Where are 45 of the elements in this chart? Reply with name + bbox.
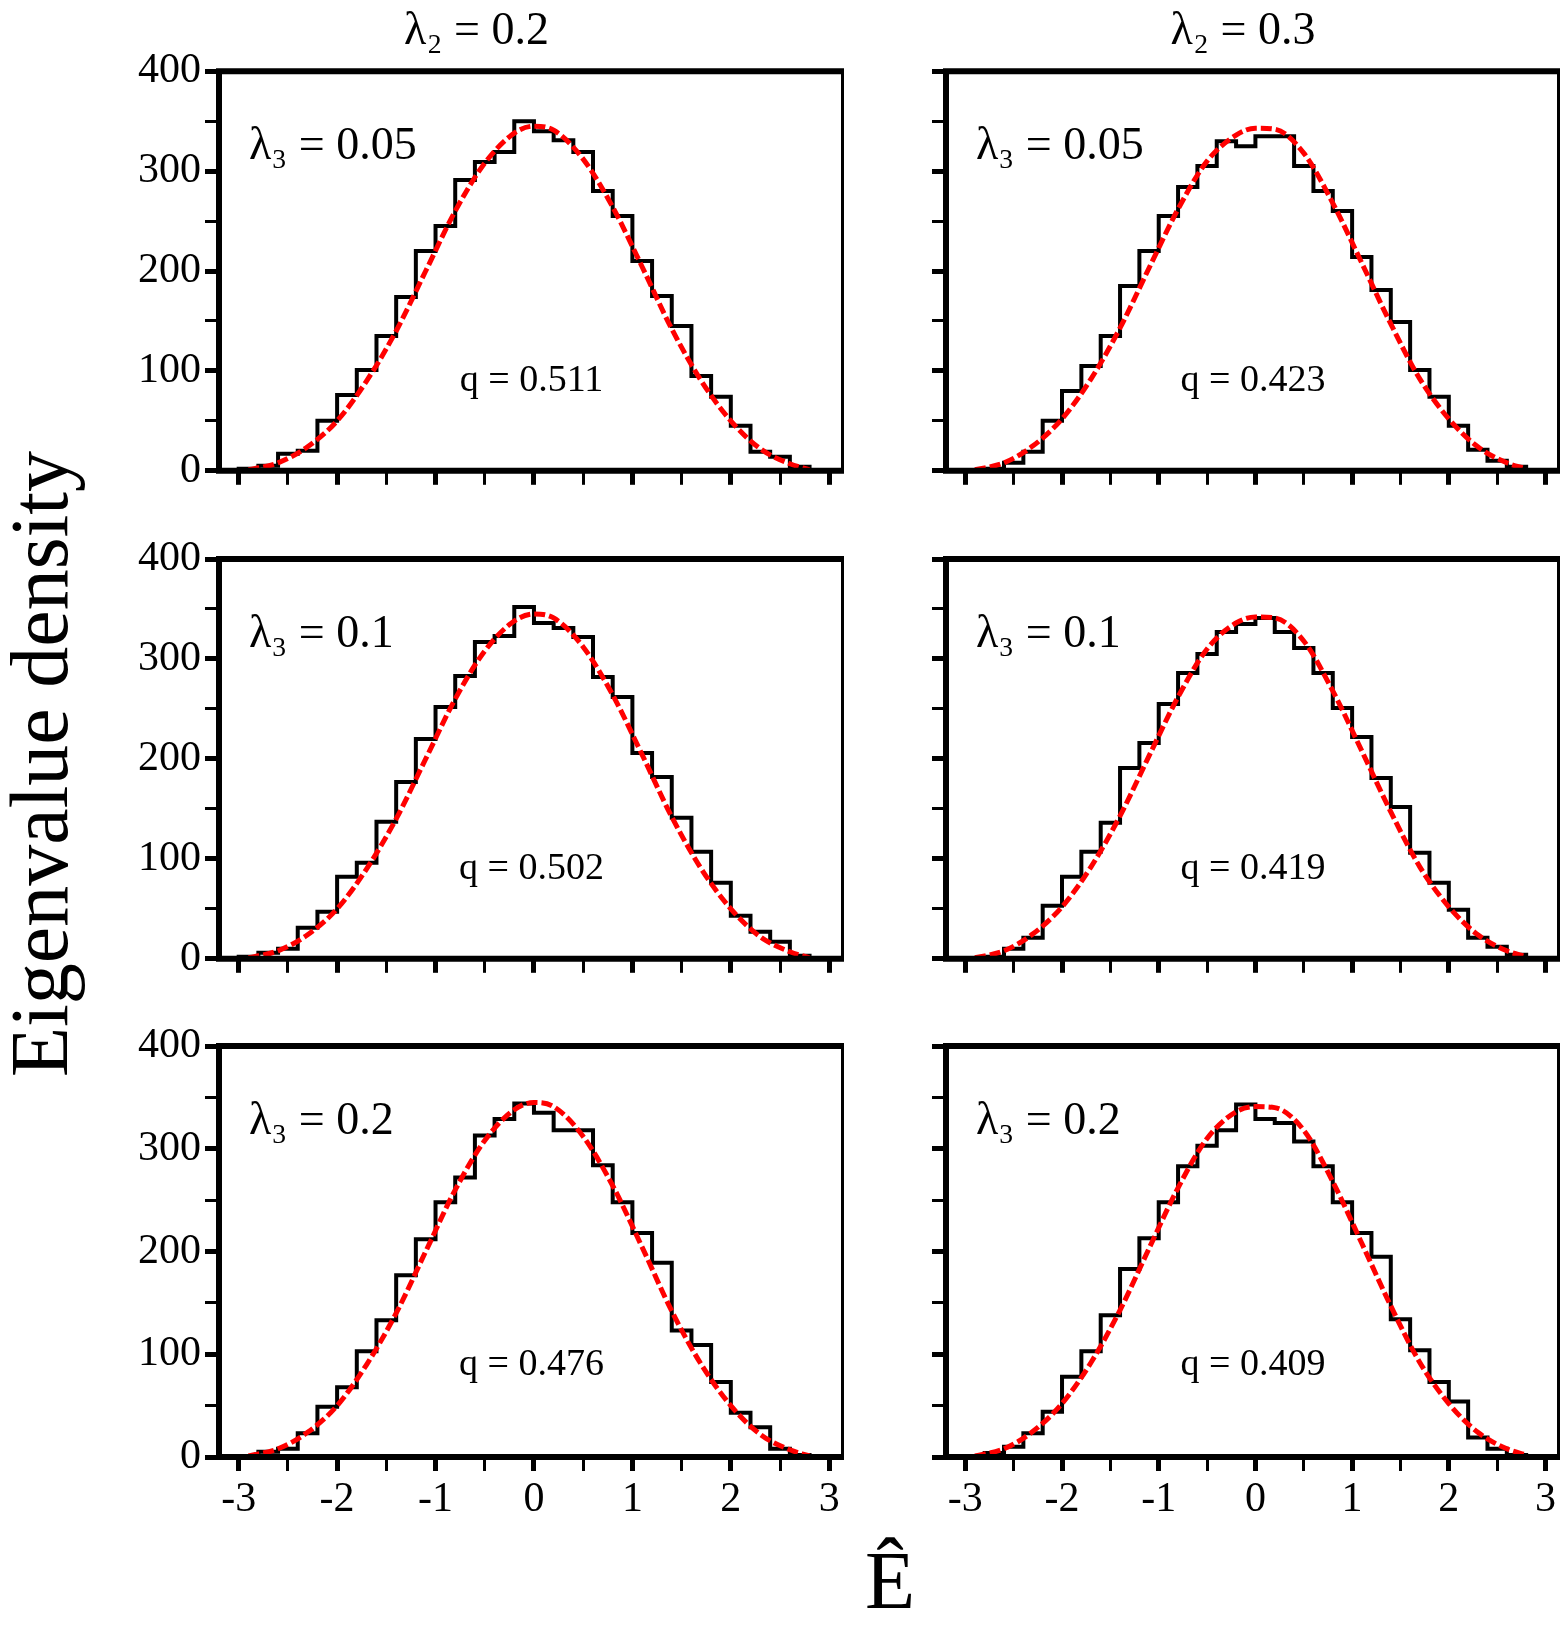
x-tick-label: 2 — [1438, 1474, 1460, 1521]
x-tick-label: 0 — [523, 1474, 545, 1521]
annotation: λ₃ = 0.05 — [976, 118, 1144, 170]
x-tick-label: 3 — [1535, 1474, 1556, 1521]
chart-title: λ₂ = 0.2 — [404, 2, 549, 54]
annotation: λ₃ = 0.2 — [249, 1093, 394, 1144]
annotation: q = 0.476 — [459, 1340, 604, 1383]
annotation: λ₃ = 0.1 — [249, 606, 394, 657]
y-tick-label: 200 — [138, 1225, 201, 1272]
x-tick-label: -3 — [221, 1474, 257, 1521]
y-tick-label: 400 — [138, 45, 201, 92]
x-tick-label: -2 — [1044, 1474, 1080, 1521]
x-tick-label: -1 — [418, 1474, 454, 1521]
x-tick-label: 1 — [621, 1474, 643, 1521]
annotation: λ₃ = 0.1 — [976, 606, 1121, 657]
x-tick-label: 1 — [1341, 1474, 1363, 1521]
x-tick-label: 2 — [720, 1474, 742, 1521]
annotation: q = 0.423 — [1180, 356, 1326, 399]
y-tick-label: 400 — [138, 533, 201, 580]
x-tick-label: -2 — [319, 1474, 355, 1521]
annotation: q = 0.511 — [459, 356, 604, 399]
y-tick-label: 0 — [180, 1431, 201, 1478]
annotation: q = 0.419 — [1180, 844, 1326, 887]
y-tick-label: 300 — [138, 1122, 201, 1169]
y-axis-title: Eigenvalue density — [0, 450, 85, 1078]
y-tick-label: 200 — [138, 732, 201, 779]
y-tick-label: 400 — [138, 1020, 201, 1067]
y-tick-label: 300 — [138, 632, 201, 679]
y-tick-label: 0 — [180, 932, 201, 979]
chart-title: λ₂ = 0.3 — [1170, 2, 1316, 54]
x-tick-label: 3 — [818, 1474, 840, 1521]
y-tick-label: 100 — [138, 832, 201, 879]
annotation: λ₃ = 0.05 — [249, 118, 417, 170]
x-tick-label: 0 — [1244, 1474, 1266, 1521]
annotation: q = 0.502 — [459, 844, 604, 887]
y-tick-label: 200 — [138, 245, 201, 292]
annotation: q = 0.409 — [1180, 1340, 1326, 1383]
x-axis-title: Ê — [864, 1535, 916, 1626]
y-tick-label: 300 — [138, 145, 201, 192]
annotation: λ₃ = 0.2 — [976, 1093, 1121, 1144]
x-tick-label: -3 — [947, 1474, 983, 1521]
y-tick-label: 0 — [180, 444, 201, 491]
y-tick-label: 100 — [138, 1328, 201, 1375]
x-tick-label: -1 — [1141, 1474, 1177, 1521]
y-tick-label: 100 — [138, 344, 201, 391]
